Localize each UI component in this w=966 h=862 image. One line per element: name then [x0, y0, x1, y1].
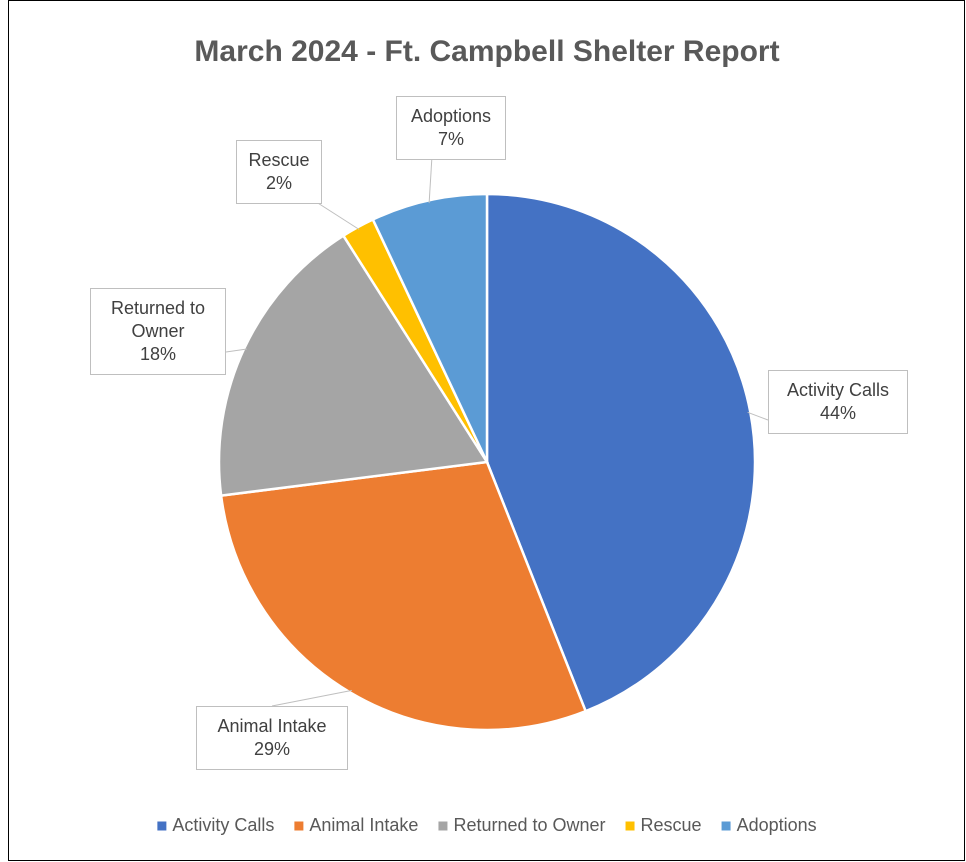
data-label-category: Animal Intake	[217, 716, 327, 736]
legend-marker	[438, 821, 448, 831]
leader-line	[225, 348, 248, 353]
data-label: Adoptions 7%	[396, 96, 506, 160]
leader-line	[271, 689, 353, 707]
data-label-category: Rescue	[248, 150, 310, 170]
data-label: Returned to Owner 18%	[90, 288, 226, 375]
legend-label: Rescue	[641, 815, 702, 835]
data-label-category: Adoptions	[410, 106, 492, 126]
data-label-value: 44%	[819, 403, 857, 423]
legend-label: Animal Intake	[309, 815, 418, 835]
legend-marker	[625, 821, 635, 831]
data-label-value: 29%	[253, 739, 291, 759]
legend: Activity Calls Animal Intake Returned to O…	[157, 815, 817, 835]
pie-slice	[485, 192, 757, 713]
data-label: Activity Calls 44%	[768, 370, 908, 434]
data-label: Animal Intake 29%	[196, 706, 348, 770]
data-label-category: Returned to Owner	[110, 298, 206, 341]
legend-marker	[157, 821, 167, 831]
data-label: Rescue 2%	[236, 140, 322, 204]
data-label-category: Activity Calls	[786, 380, 889, 400]
pie-slice	[371, 192, 489, 463]
legend-marker	[721, 821, 731, 831]
pie-slice	[219, 460, 588, 732]
legend-marker	[294, 821, 304, 831]
legend-label: Adoptions	[737, 815, 817, 835]
leader-line	[428, 155, 433, 204]
data-label-value: 2%	[265, 173, 292, 193]
data-label-value: 7%	[437, 129, 464, 149]
leader-line	[747, 411, 769, 421]
legend-label: Activity Calls	[172, 815, 274, 835]
data-label-value: 18%	[139, 344, 177, 364]
pie-slice	[217, 233, 490, 497]
legend-label: Returned to Owner	[453, 815, 605, 835]
chart-title: March 2024 - Ft. Campbell Shelter Report	[194, 35, 779, 68]
